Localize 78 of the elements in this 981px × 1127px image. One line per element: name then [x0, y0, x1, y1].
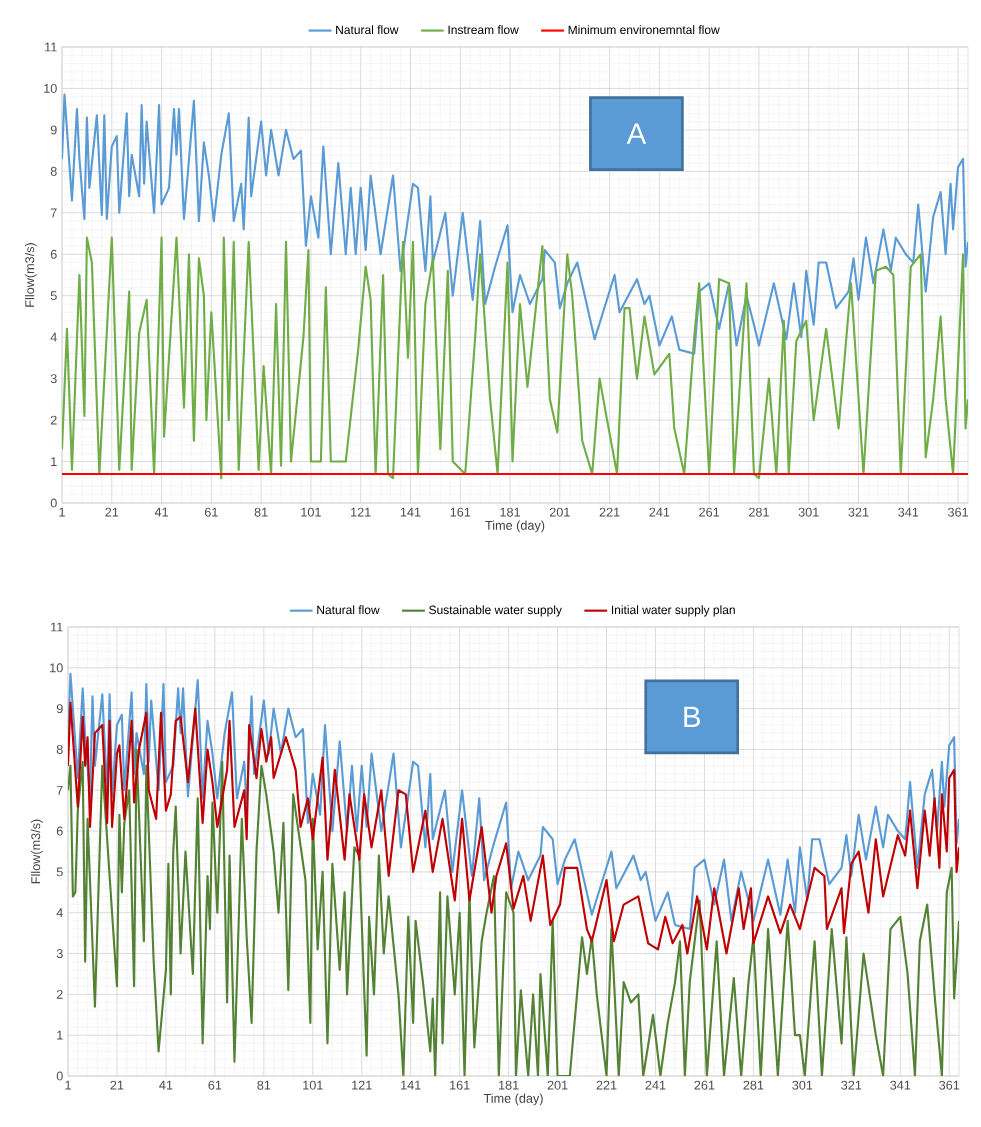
x-tick-label: 361: [939, 1080, 960, 1090]
x-tick-label: 141: [400, 507, 421, 517]
x-tick-label: 261: [694, 1080, 715, 1090]
x-tick-label: 121: [351, 507, 371, 517]
x-tick-label: 301: [798, 507, 819, 517]
y-tick-label: 4: [56, 908, 63, 918]
x-tick-label: 161: [450, 1080, 470, 1090]
y-tick-label: 7: [56, 785, 63, 795]
x-axis-title: Time (day): [485, 520, 545, 533]
y-tick-label: 6: [50, 249, 57, 259]
x-tick-label: 141: [401, 1080, 421, 1090]
y-tick-label: 10: [44, 83, 57, 93]
line-series: [68, 672, 960, 931]
y-tick-label: 7: [50, 208, 57, 218]
legend-label: Instream flow: [448, 25, 519, 35]
y-tick-label: 2: [56, 989, 63, 999]
x-tick-label: 221: [599, 507, 620, 517]
y-tick-label: 8: [50, 166, 57, 176]
y-tick-label: 1: [51, 457, 57, 466]
x-tick-label: 81: [254, 507, 268, 517]
y-tick-label: 11: [51, 622, 63, 632]
x-tick-label: 61: [204, 507, 218, 517]
y-tick-label: 5: [50, 291, 57, 301]
x-tick-label: 41: [154, 507, 168, 517]
x-tick-label: 181: [500, 507, 520, 517]
x-axis-title: Time (day): [483, 1093, 543, 1106]
x-tick-label: 101: [303, 1080, 323, 1090]
y-tick-label: 3: [56, 949, 63, 959]
y-tick-label: 1: [57, 1030, 63, 1040]
line-series: [62, 93, 969, 355]
x-tick-label: 201: [547, 1080, 568, 1090]
y-tick-label: 2: [50, 415, 57, 425]
annotation: B: [684, 706, 700, 727]
x-tick-label: 341: [898, 507, 919, 517]
y-tick-label: 10: [50, 663, 63, 673]
y-axis-title: Fllow(m3/s): [30, 819, 43, 884]
x-tick-label: 321: [841, 1080, 862, 1090]
x-tick-label: 361: [947, 507, 968, 517]
x-tick-label: 41: [159, 1080, 173, 1090]
y-tick-label: 9: [50, 125, 57, 135]
y-tick-label: 8: [56, 744, 63, 754]
x-tick-label: 21: [105, 507, 119, 517]
y-tick-label: 11: [45, 42, 57, 52]
x-tick-label: 241: [649, 507, 670, 517]
y-tick-label: 3: [50, 374, 57, 384]
line-series: [68, 748, 960, 1076]
x-tick-label: 61: [208, 1080, 222, 1090]
legend-label: Sustainable water supply: [429, 605, 562, 617]
legend-label: Initial water supply plan: [611, 605, 735, 617]
legend-label: Natural flow: [317, 605, 380, 615]
x-tick-label: 321: [848, 507, 869, 517]
x-tick-label: 261: [699, 507, 720, 517]
x-tick-label: 281: [743, 1080, 764, 1090]
annotation: A: [626, 123, 647, 144]
line-series: [62, 236, 969, 480]
x-tick-label: 101: [301, 507, 321, 517]
legend-label: Minimum environemntal flow: [568, 25, 720, 35]
y-tick-label: 4: [50, 332, 57, 342]
legend-label: Natural flow: [336, 25, 399, 35]
x-tick-label: 281: [748, 507, 769, 517]
x-tick-label: 121: [352, 1080, 372, 1090]
x-tick-label: 161: [450, 507, 471, 517]
x-tick-label: 1: [65, 1080, 71, 1090]
x-tick-label: 201: [549, 507, 570, 517]
x-tick-label: 301: [792, 1080, 813, 1090]
x-tick-label: 81: [257, 1080, 271, 1090]
line-series: [68, 701, 960, 955]
x-tick-label: 241: [645, 1080, 666, 1090]
y-axis-title: Fllow(m3/s): [24, 243, 37, 307]
x-tick-label: 21: [110, 1080, 124, 1090]
y-tick-label: 9: [56, 704, 63, 714]
x-tick-label: 221: [596, 1080, 617, 1090]
x-tick-label: 341: [890, 1080, 911, 1090]
y-tick-label: 0: [56, 1071, 63, 1081]
y-tick-label: 5: [56, 867, 63, 877]
x-tick-label: 181: [499, 1080, 519, 1090]
y-tick-label: 6: [56, 826, 63, 836]
y-tick-label: 0: [50, 498, 57, 508]
